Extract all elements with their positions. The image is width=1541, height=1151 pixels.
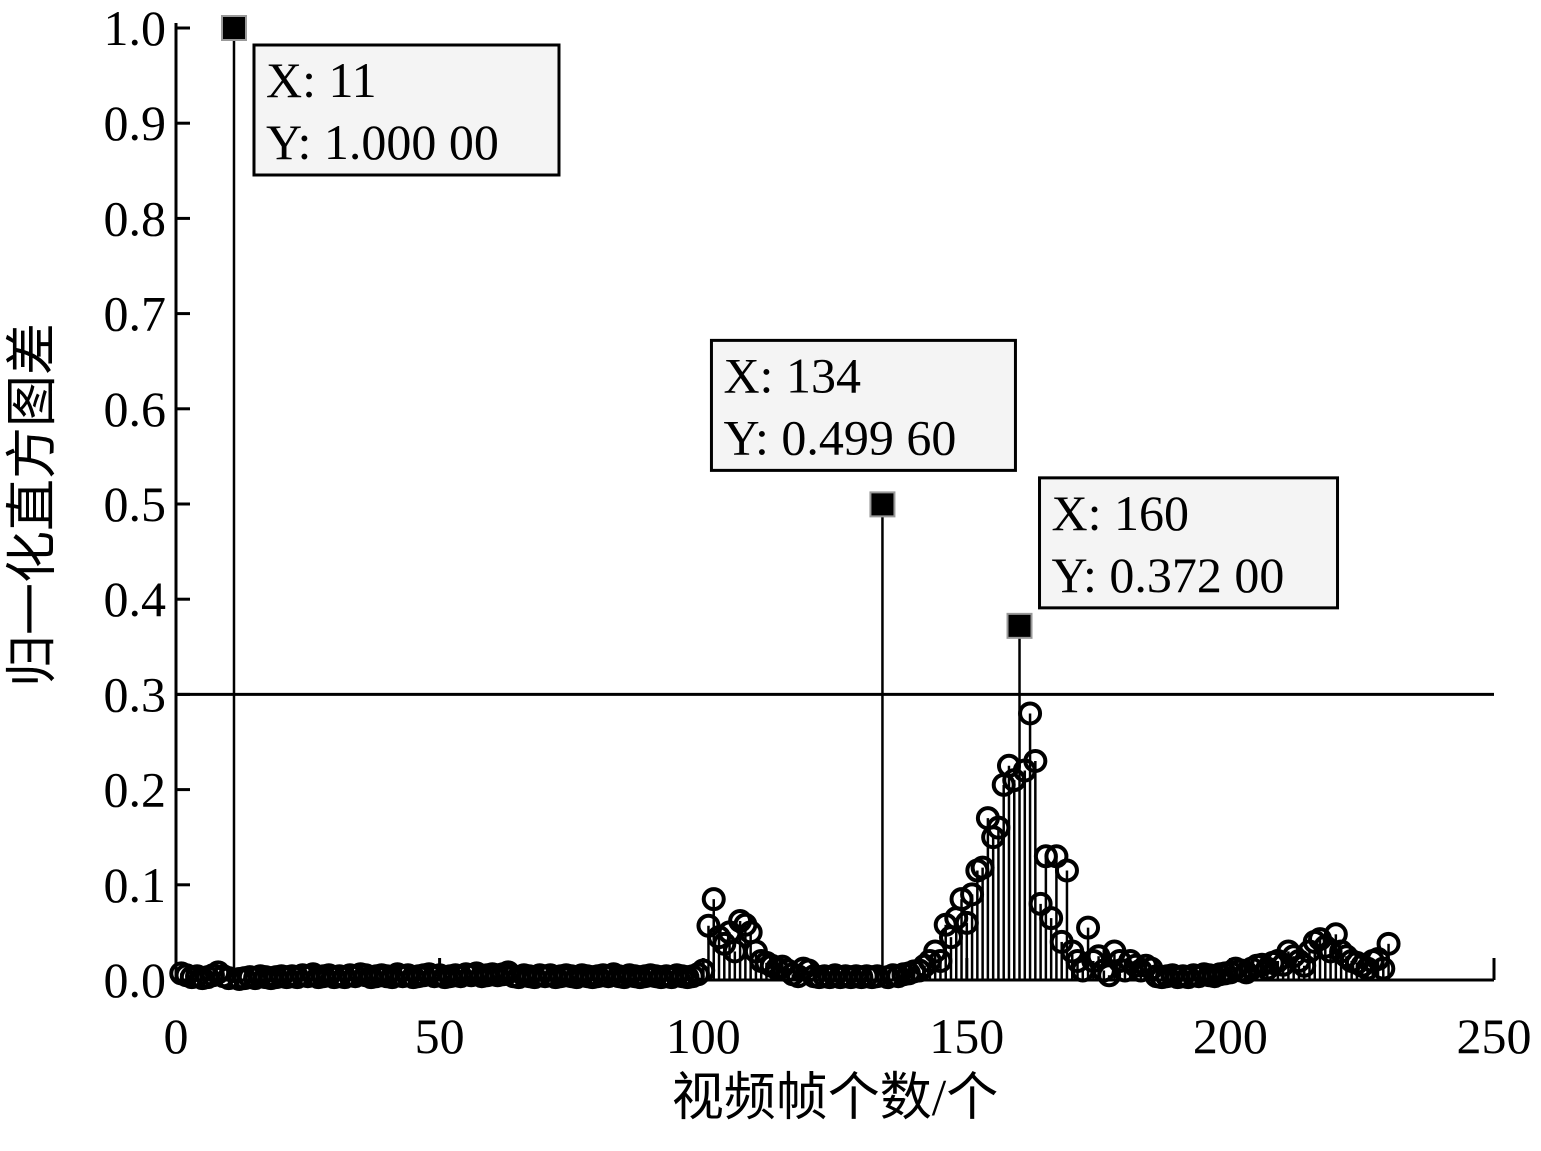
data-tip: X: 134 Y: 0.499 60 — [709, 338, 1017, 472]
stem-marker — [928, 948, 953, 973]
y-tick-label: 0.9 — [104, 95, 167, 151]
y-tick-label: 0.1 — [104, 857, 167, 913]
stem-marker — [691, 958, 716, 983]
stem-marker — [954, 910, 979, 935]
highlight-marker — [1006, 612, 1033, 639]
y-tick-label: 0.6 — [104, 381, 167, 437]
y-tick-label: 0.5 — [104, 476, 167, 532]
stem-marker — [1076, 915, 1101, 940]
data-tip-text: X: 160 — [1052, 485, 1190, 541]
stem-marker — [1371, 956, 1396, 981]
y-tick-label: 1.0 — [104, 0, 167, 56]
y-tick-label: 0.0 — [104, 952, 167, 1008]
x-tick-label: 100 — [666, 1008, 741, 1064]
stem-marker — [1123, 953, 1148, 978]
stem-marker — [1023, 749, 1048, 774]
y-axis-label: 归一化直方图差 — [5, 323, 62, 687]
y-tick-label: 0.2 — [104, 762, 167, 818]
x-tick-label: 150 — [929, 1008, 1004, 1064]
stem-marker — [996, 753, 1021, 778]
data-tip-text: Y: 0.372 00 — [1052, 547, 1285, 603]
x-tick-label: 250 — [1457, 1008, 1532, 1064]
data-tip-text: X: 11 — [266, 52, 377, 108]
stem-marker — [1018, 701, 1043, 726]
data-tip-text: Y: 0.499 60 — [723, 409, 956, 465]
x-tick-label: 0 — [164, 1008, 189, 1064]
stem-marker — [1086, 944, 1111, 969]
y-tick-label: 0.8 — [104, 190, 167, 246]
data-tip: X: 11 Y: 1.000 00 — [252, 43, 561, 177]
stem-marker — [960, 882, 985, 907]
x-tick-label: 50 — [415, 1008, 465, 1064]
stem-marker — [1054, 858, 1079, 883]
y-tick-label: 0.4 — [104, 571, 167, 627]
x-axis-label: 视频帧个数/个 — [672, 1070, 998, 1127]
stem-marker — [986, 815, 1011, 840]
x-tick-label: 200 — [1193, 1008, 1268, 1064]
stem-marker — [1039, 906, 1064, 931]
y-tick-label: 0.7 — [104, 286, 167, 342]
stem-marker — [1033, 844, 1058, 869]
stem-marker — [1376, 931, 1401, 956]
stem-marker — [1292, 953, 1317, 978]
data-tip: X: 160 Y: 0.372 00 — [1038, 476, 1340, 610]
data-tip-box — [709, 338, 1017, 472]
y-tick-label: 0.3 — [104, 666, 167, 722]
stem-marker — [970, 855, 995, 880]
highlight-marker — [220, 15, 247, 41]
data-tip-text: X: 134 — [723, 347, 861, 403]
data-tip-box — [1038, 476, 1340, 610]
data-tip-box — [252, 43, 561, 177]
data-tip-text: Y: 1.000 00 — [266, 114, 499, 170]
highlight-marker — [869, 491, 896, 518]
stem-marker — [701, 887, 726, 912]
